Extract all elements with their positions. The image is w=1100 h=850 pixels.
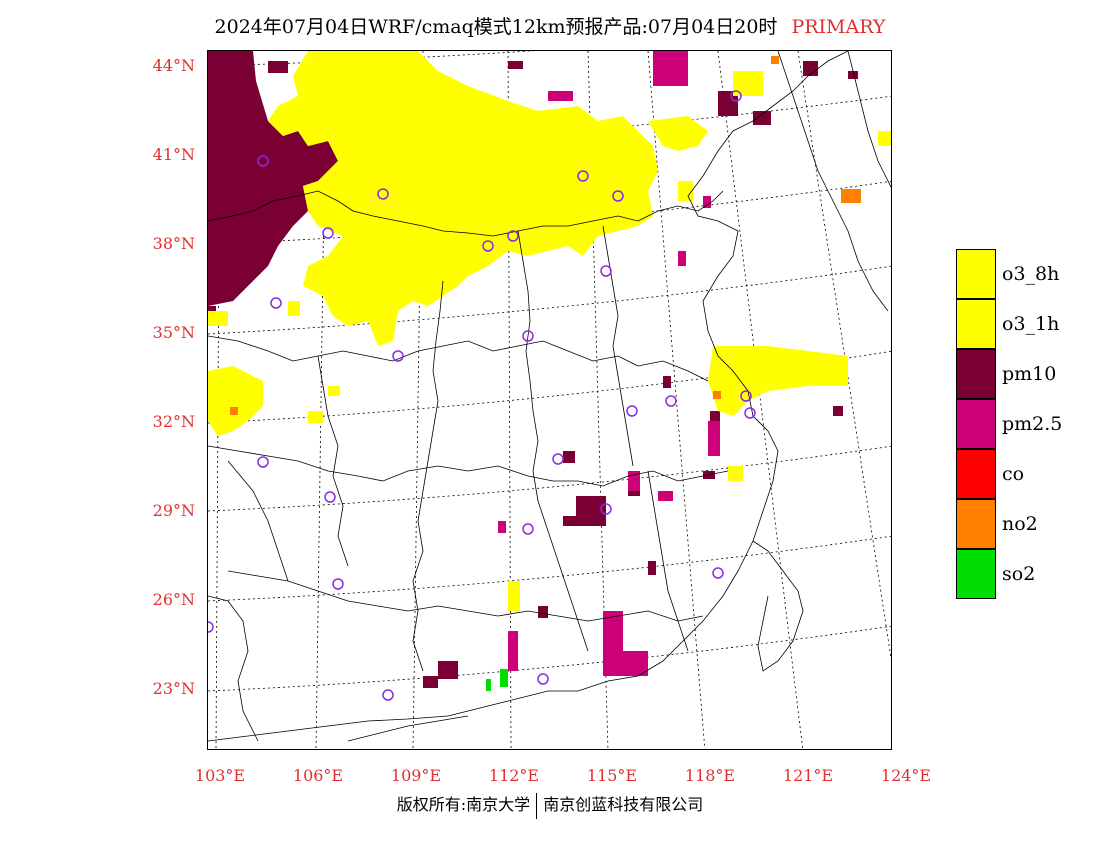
lon-label-103: 103°E xyxy=(194,766,246,785)
legend-swatch xyxy=(956,549,996,599)
footer-divider xyxy=(536,792,538,819)
lon-label-121: 121°E xyxy=(782,766,834,785)
legend-swatch xyxy=(956,299,996,349)
lon-label-115: 115°E xyxy=(586,766,638,785)
copyright-left: 版权所有:南京大学 xyxy=(396,795,531,814)
legend-label: no2 xyxy=(1002,513,1038,535)
no2-areas xyxy=(230,56,861,415)
lon-label-118: 118°E xyxy=(684,766,736,785)
lon-label-112: 112°E xyxy=(488,766,540,785)
pm25-areas xyxy=(498,51,720,676)
legend-label: pm2.5 xyxy=(1002,413,1063,435)
copyright-footer: 版权所有:南京大学 南京创蓝科技有限公司 xyxy=(0,791,1100,819)
legend-swatch xyxy=(956,249,996,299)
copyright-right: 南京创蓝科技有限公司 xyxy=(543,795,704,814)
so2-areas xyxy=(486,669,508,691)
legend-label: o3_1h xyxy=(1002,313,1060,335)
legend-label: co xyxy=(1002,463,1025,485)
legend-label: so2 xyxy=(1002,563,1036,585)
lat-label-29: 29°N xyxy=(152,501,195,520)
title-text: 2024年07月04日WRF/cmaq模式12km预报产品:07月04日20时 xyxy=(214,16,778,38)
station-markers xyxy=(208,90,756,701)
map-panel xyxy=(207,50,892,750)
legend-swatch xyxy=(956,499,996,549)
legend-label: pm10 xyxy=(1002,363,1057,385)
ozone-areas xyxy=(208,51,891,611)
legend-swatch xyxy=(956,449,996,499)
lat-label-38: 38°N xyxy=(152,234,195,253)
lon-label-124: 124°E xyxy=(880,766,932,785)
boundaries xyxy=(208,51,891,742)
map-title: 2024年07月04日WRF/cmaq模式12km预报产品:07月04日20时 P… xyxy=(0,12,1100,39)
lat-label-32: 32°N xyxy=(152,412,195,431)
title-primary-tag: PRIMARY xyxy=(791,16,886,38)
legend-swatch xyxy=(956,349,996,399)
map-canvas xyxy=(208,51,891,749)
lat-label-26: 26°N xyxy=(152,590,195,609)
lat-label-23: 23°N xyxy=(152,679,195,698)
legend-label: o3_8h xyxy=(1002,263,1060,285)
lon-label-106: 106°E xyxy=(292,766,344,785)
lat-label-35: 35°N xyxy=(152,323,195,342)
lon-label-109: 109°E xyxy=(390,766,442,785)
legend-swatch xyxy=(956,399,996,449)
lat-label-44: 44°N xyxy=(152,56,195,75)
lat-label-41: 41°N xyxy=(152,145,195,164)
